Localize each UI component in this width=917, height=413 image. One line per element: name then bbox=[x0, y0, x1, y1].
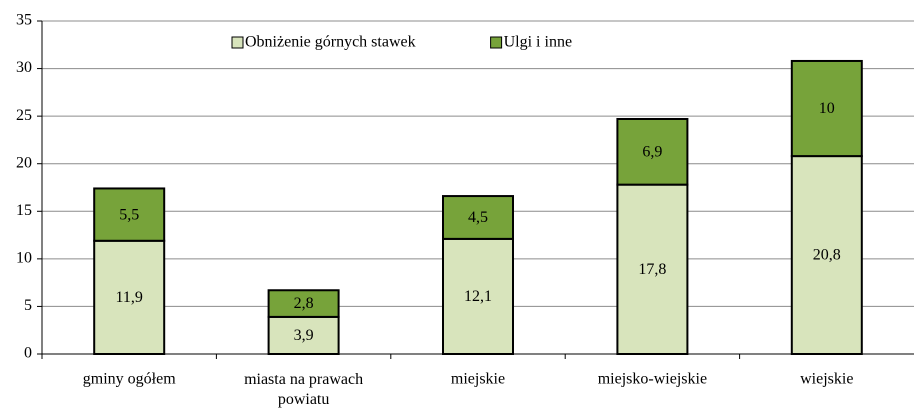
bar-segment bbox=[442, 237, 514, 355]
data-label: 6,9 bbox=[642, 143, 662, 160]
bar-segment bbox=[616, 117, 689, 186]
bar-segment bbox=[93, 239, 166, 355]
y-tick-label: 20 bbox=[16, 154, 32, 171]
legend-label: Ulgi i inne bbox=[504, 34, 572, 51]
x-tick-label: miejsko-wiejskie bbox=[598, 371, 707, 388]
bar-segment bbox=[616, 183, 689, 355]
y-tick-label: 10 bbox=[16, 250, 32, 267]
data-label: 4,5 bbox=[468, 209, 488, 226]
data-label: 17,8 bbox=[638, 261, 666, 278]
y-tick-label: 30 bbox=[16, 59, 32, 76]
bar-segment bbox=[267, 289, 340, 318]
data-label: 5,5 bbox=[119, 206, 139, 223]
data-label: 20,8 bbox=[813, 247, 841, 264]
data-label: 12,1 bbox=[464, 288, 492, 305]
y-tick-label: 25 bbox=[16, 107, 32, 124]
y-tick-label: 0 bbox=[24, 345, 32, 362]
data-label: 10 bbox=[819, 100, 835, 117]
legend-swatch bbox=[231, 36, 244, 49]
bar-segment bbox=[790, 59, 863, 158]
bar-segment bbox=[442, 195, 514, 240]
bar-segment bbox=[93, 187, 166, 242]
y-tick-label: 5 bbox=[24, 297, 32, 314]
data-label: 2,8 bbox=[294, 295, 314, 312]
x-tick-label: wiejskie bbox=[800, 371, 853, 388]
x-tick-label: gminy ogółem bbox=[83, 371, 176, 388]
data-label: 3,9 bbox=[294, 327, 314, 344]
y-tick-label: 35 bbox=[16, 12, 32, 29]
bar-segment bbox=[267, 315, 340, 355]
bar-segment bbox=[790, 155, 863, 355]
y-tick-label: 15 bbox=[16, 202, 32, 219]
data-label: 11,9 bbox=[115, 289, 142, 306]
x-tick-label: miasta na prawach powiatu bbox=[244, 371, 363, 408]
legend-swatch bbox=[490, 36, 503, 49]
legend-label: Obniżenie górnych stawek bbox=[245, 34, 416, 51]
x-tick-label: miejskie bbox=[451, 371, 505, 388]
